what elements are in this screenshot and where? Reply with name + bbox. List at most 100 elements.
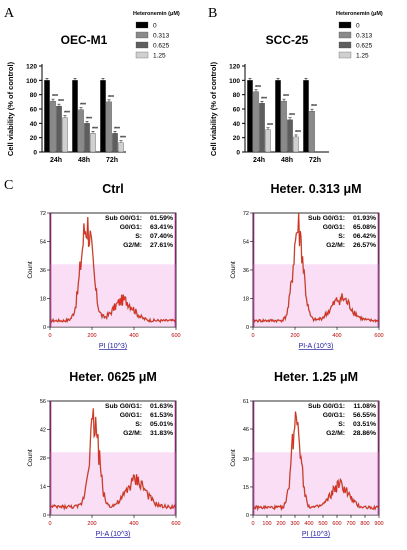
legend-label: 0.625	[153, 43, 170, 50]
x-tick-label: 800	[360, 521, 369, 527]
significance-marker: ***	[86, 116, 92, 122]
stat-value: 06.42%	[353, 233, 376, 240]
bar	[112, 133, 118, 153]
stat-label: G0/G1:	[323, 224, 345, 231]
y-tick-label: 60	[30, 107, 38, 114]
stat-label: G0/G1:	[323, 412, 345, 419]
y-tick-label: 14	[40, 485, 46, 491]
stat-label: Sub G0/G1:	[105, 215, 142, 222]
stat-value: 07.40%	[150, 233, 173, 240]
y-tick-label: 46	[243, 427, 249, 433]
y-tick-label: 0	[236, 150, 240, 157]
x-tick-label: 300	[290, 521, 299, 527]
bar	[265, 129, 271, 153]
y-tick-label: 80	[233, 92, 241, 99]
histogram-ctrl: Ctrl 0 18 36 54 72 Count 0 200 400 600 PI (10^3) Sub…	[27, 182, 181, 350]
stat-value: 27.61%	[150, 242, 173, 249]
x-axis-label: PI (10^3)	[99, 343, 127, 350]
histogram-line	[252, 411, 380, 511]
y-tick-label: 20	[233, 135, 241, 142]
stat-value: 56.55%	[353, 412, 376, 419]
bar	[44, 80, 50, 153]
x-tick-label: 600	[171, 333, 180, 339]
legend-swatch	[338, 21, 352, 29]
stat-value: 01.93%	[353, 215, 376, 222]
stat-label: G2/M:	[123, 242, 142, 249]
x-tick-label: 900	[374, 521, 383, 527]
y-axis-label: Count	[27, 449, 34, 467]
x-tick-label: 200	[290, 333, 299, 339]
histogram-heter-0313: Heter. 0.313 μM 0 18 36 54 72 Count 0 200 400 600 P…	[230, 182, 384, 350]
significance-marker: ***	[289, 113, 295, 119]
bar	[90, 133, 96, 153]
significance-marker: ***	[92, 126, 98, 132]
x-tick-label: 600	[171, 521, 180, 527]
y-tick-label: 0	[43, 513, 46, 519]
legend-label: 0	[356, 23, 360, 30]
stat-label: G2/M:	[326, 430, 345, 437]
legend-swatch	[135, 51, 149, 59]
y-tick-label: 54	[40, 240, 46, 246]
y-tick-label: 15	[243, 485, 249, 491]
x-tick-label: 0	[251, 333, 254, 339]
legend-title: Heteronemin (μM)	[133, 11, 180, 17]
significance-marker: ***	[80, 103, 86, 109]
stat-value: 01.59%	[150, 215, 173, 222]
y-tick-label: 36	[243, 268, 249, 274]
x-tick-label: 200	[276, 521, 285, 527]
legend-swatch	[135, 41, 149, 49]
bar	[275, 80, 281, 153]
bar	[62, 117, 68, 153]
x-tick-label: 0	[48, 333, 51, 339]
significance-marker: ***	[295, 130, 301, 136]
y-tick-label: 0	[43, 325, 46, 331]
legend-swatch	[338, 51, 352, 59]
y-axis-label: Count	[230, 261, 237, 279]
y-tick-label: 0	[246, 325, 249, 331]
x-tick-label: 48h	[281, 157, 293, 164]
stat-value: 28.86%	[353, 430, 376, 437]
x-tick-label: 600	[374, 333, 383, 339]
x-tick-label: 0	[48, 521, 51, 527]
stat-value: 63.41%	[150, 224, 173, 231]
x-tick-label: 48h	[78, 157, 90, 164]
stat-label: S:	[135, 233, 142, 240]
bar	[72, 80, 78, 153]
histogram-heter-125: Heter. 1.25 μM 0 15 30 46 61 Count 0 100 200 300 40…	[230, 370, 384, 538]
x-tick-label: 400	[129, 333, 138, 339]
y-tick-label: 72	[243, 211, 249, 217]
bar	[100, 80, 106, 153]
significance-marker: ***	[311, 104, 317, 110]
legend-label: 1.25	[153, 53, 166, 60]
bar	[118, 142, 124, 153]
y-tick-label: 40	[233, 121, 241, 128]
x-tick-label: 600	[332, 521, 341, 527]
bar	[50, 100, 56, 153]
significance-marker: ***	[52, 94, 58, 100]
bar	[281, 100, 287, 153]
stat-value: 61.53%	[150, 412, 173, 419]
bar-chart-scc-25: SCC-25 Cell viability (% of control) 0 20 40…	[209, 11, 383, 164]
x-tick-label: 500	[318, 521, 327, 527]
y-tick-label: 28	[40, 456, 46, 462]
y-axis-label: Cell viability (% of control)	[209, 61, 218, 156]
stat-label: G2/M:	[326, 242, 345, 249]
y-axis-label: Cell viability (% of control)	[6, 61, 15, 156]
y-tick-label: 36	[40, 268, 46, 274]
x-axis-label: PI-A (10^3)	[96, 531, 131, 538]
y-tick-label: 80	[30, 92, 38, 99]
x-tick-label: 200	[87, 333, 96, 339]
histogram-line	[252, 212, 380, 323]
significance-marker: ***	[255, 85, 261, 91]
x-tick-label: 0	[251, 521, 254, 527]
stat-value: 01.63%	[150, 403, 173, 410]
x-tick-label: 400	[129, 521, 138, 527]
panel-label-a: A	[4, 6, 15, 21]
y-tick-label: 72	[40, 211, 46, 217]
x-tick-label: 72h	[106, 157, 118, 164]
legend-swatch	[338, 41, 352, 49]
legend-label: 0	[153, 23, 157, 30]
bar	[253, 91, 259, 153]
legend-label: 0.313	[153, 33, 170, 40]
stat-label: S:	[338, 421, 345, 428]
